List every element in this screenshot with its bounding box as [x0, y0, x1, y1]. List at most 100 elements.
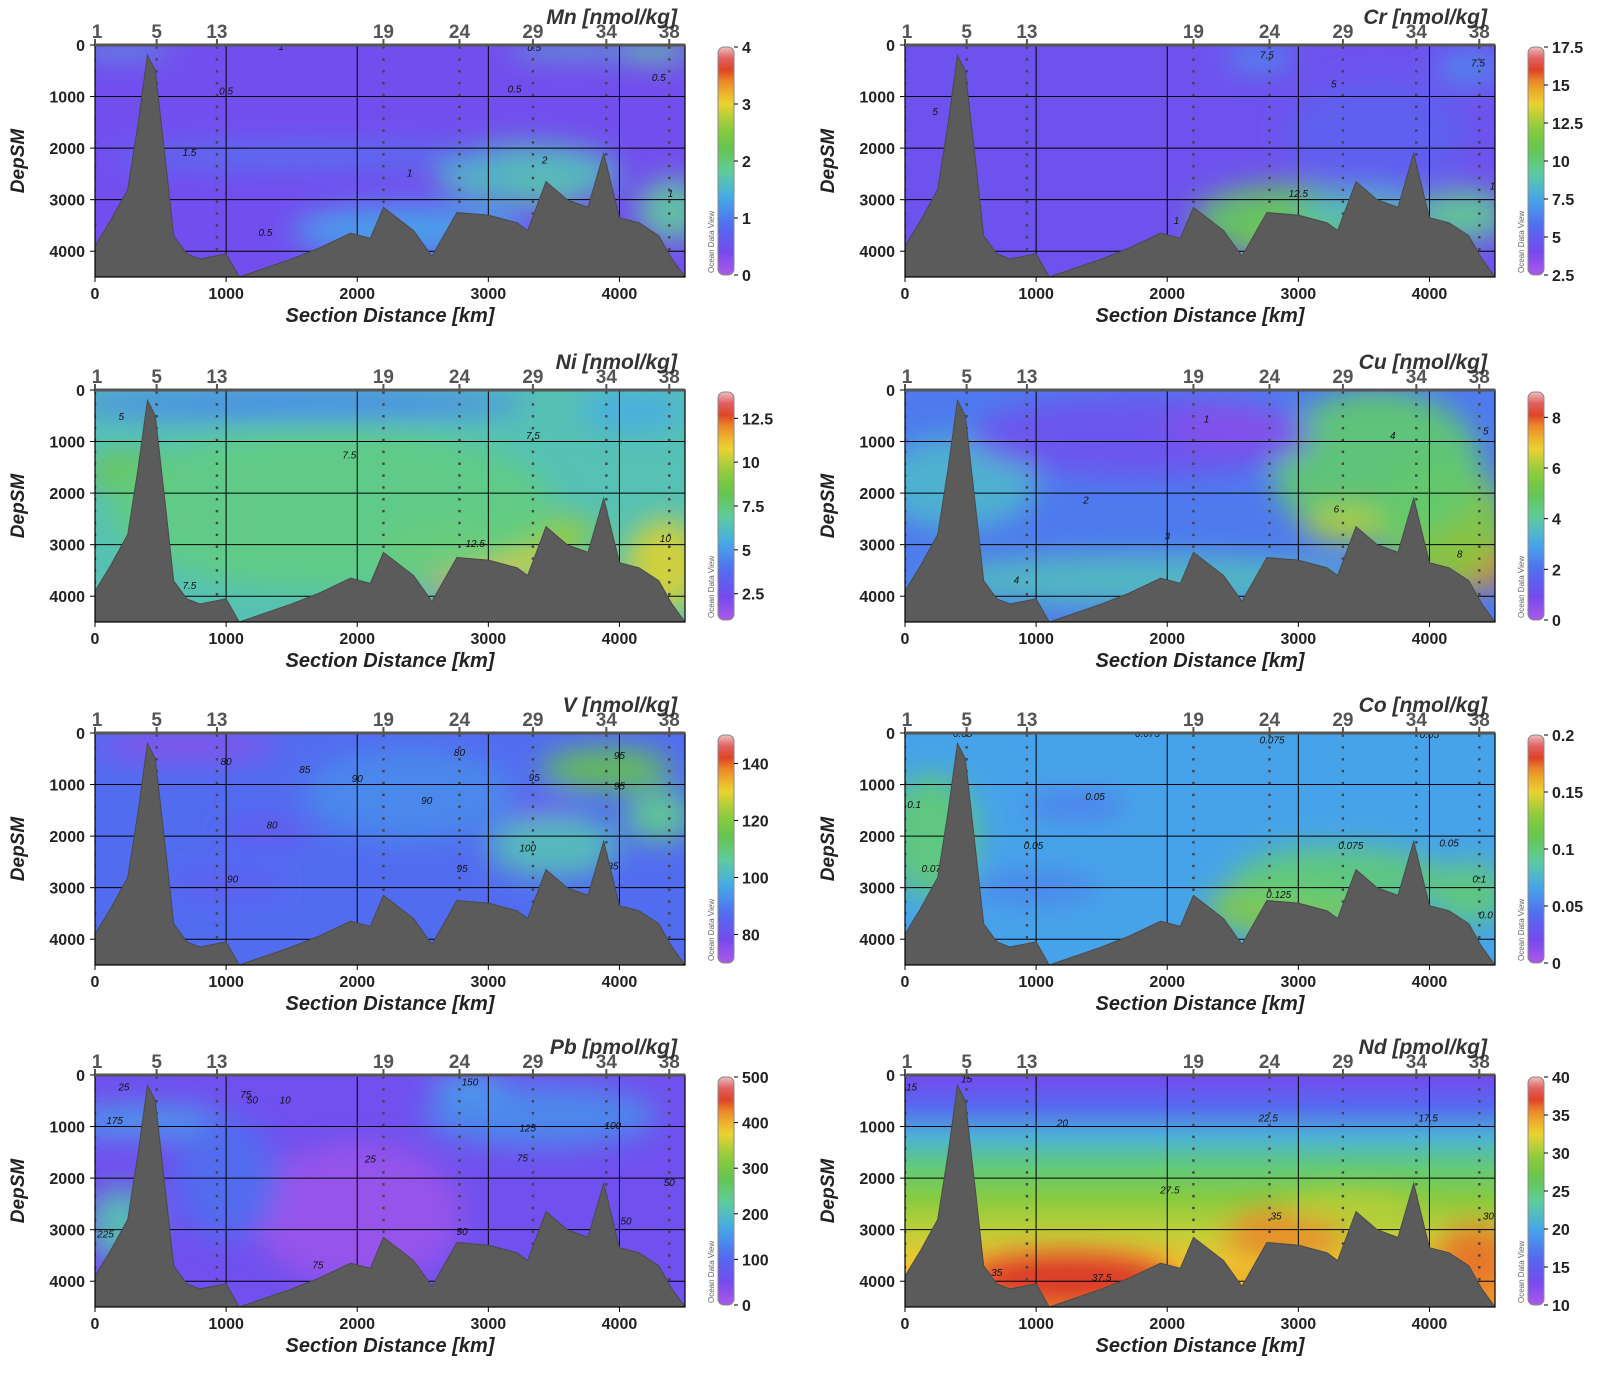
sample-point — [458, 509, 461, 513]
sample-point — [1415, 391, 1418, 394]
x-axis-label: Section Distance [km] — [286, 1335, 496, 1357]
sample-point — [605, 105, 608, 109]
field-anomaly — [1285, 81, 1469, 185]
sample-point — [215, 1159, 219, 1162]
contour-label: 0.075 — [1260, 735, 1285, 746]
sample-point — [531, 200, 535, 203]
contour-label: 4 — [1014, 575, 1020, 586]
chart-v: 80 85 90 80 90 95 95 95 80 90 100 95 85 1 5 13 19 24 29 34 3… — [8, 694, 769, 1015]
sample-point — [1478, 141, 1481, 144]
sample-point — [605, 426, 608, 430]
sample-point — [215, 58, 219, 61]
sample-point — [668, 592, 671, 596]
y-tick-label: 0 — [76, 38, 85, 55]
sample-point — [1025, 200, 1029, 203]
sample-point — [1478, 46, 1481, 49]
sample-point — [531, 474, 535, 477]
sample-point — [668, 746, 671, 749]
field-anomaly — [637, 179, 685, 241]
sample-point — [458, 1183, 461, 1186]
sample-point — [382, 769, 385, 773]
sample-point — [668, 391, 671, 394]
sample-point — [1192, 1088, 1195, 1091]
sample-point — [1025, 805, 1029, 808]
colorbar-tick-label: 40 — [1552, 1070, 1570, 1087]
sample-point — [95, 734, 97, 737]
sample-point — [1478, 247, 1481, 251]
sample-point — [1192, 1194, 1195, 1198]
contour-label: 80 — [454, 748, 466, 759]
sample-point — [95, 557, 97, 560]
x-tick-label: 2000 — [339, 286, 375, 303]
contour-label: 2 — [1082, 495, 1089, 506]
sample-point — [1478, 176, 1481, 180]
sample-point — [1478, 592, 1481, 596]
field-anomaly — [1226, 45, 1292, 71]
y-tick-label: 0 — [76, 1068, 85, 1085]
plot-area: 80 85 90 80 90 95 95 95 80 90 100 95 85 — [95, 733, 685, 965]
x-tick-label: 0 — [91, 974, 100, 991]
watermark: Ocean Data View — [707, 556, 716, 618]
sample-point — [1192, 1183, 1195, 1186]
y-tick-label: 4000 — [859, 1274, 895, 1291]
sample-point — [1025, 1135, 1029, 1139]
sample-point — [1341, 1218, 1345, 1222]
field-anomaly — [108, 145, 502, 167]
sample-point — [605, 1076, 608, 1079]
sample-point — [458, 521, 461, 525]
sample-point — [668, 1147, 671, 1150]
sample-point — [215, 236, 219, 239]
station-label: 5 — [151, 22, 162, 43]
sample-point — [1025, 462, 1029, 465]
colorbar-tick-label: 0.05 — [1552, 899, 1583, 916]
contour-labels: 1 0.5 0.5 0.5 1 1 2 1.5 0.5 0.5 — [182, 42, 673, 239]
field-anomaly — [422, 1085, 659, 1148]
x-tick-label: 0 — [901, 286, 910, 303]
sample-point — [215, 1254, 219, 1257]
sample-point — [905, 876, 907, 880]
sample-point — [1341, 188, 1345, 192]
sample-point — [1268, 1111, 1271, 1115]
sample-point — [1415, 46, 1418, 49]
sample-point — [668, 129, 671, 132]
station-label: 24 — [1259, 22, 1281, 43]
sample-point — [382, 841, 385, 844]
contour-label: 1 — [278, 42, 284, 53]
sample-point — [668, 545, 671, 548]
colorbar-tick-label: 10 — [1552, 1298, 1570, 1315]
sample-point — [215, 403, 219, 406]
y-tick-label: 4000 — [49, 244, 85, 261]
sample-point — [215, 1206, 219, 1210]
sample-point — [1268, 805, 1271, 808]
sample-point — [1341, 746, 1345, 749]
sample-point — [1268, 438, 1271, 442]
sample-point — [95, 1206, 97, 1210]
sample-point — [668, 557, 671, 560]
station-label: 13 — [1016, 367, 1037, 388]
field-anomaly — [540, 748, 672, 790]
sample-point — [382, 1183, 385, 1186]
sample-point — [215, 1230, 219, 1233]
station-label: 19 — [1183, 22, 1204, 43]
sample-point — [1415, 117, 1418, 120]
sample-point — [1025, 129, 1029, 132]
sample-point — [1192, 545, 1195, 548]
sample-point — [155, 746, 158, 749]
colorbar-tick-label: 100 — [742, 871, 769, 888]
sample-point — [668, 1277, 671, 1281]
station-label: 13 — [206, 22, 227, 43]
sample-point — [95, 188, 97, 192]
sample-point — [1268, 1123, 1271, 1127]
sample-point — [1478, 924, 1481, 927]
sample-point — [1268, 852, 1271, 856]
chart-title: V [nmol/kg] — [563, 694, 678, 717]
sample-point — [905, 46, 907, 49]
sample-point — [382, 391, 385, 394]
sample-point — [1415, 1076, 1418, 1079]
sample-point — [1025, 817, 1029, 820]
y-tick-label: 2000 — [859, 486, 895, 503]
sample-point — [668, 164, 671, 168]
sample-point — [1025, 1100, 1029, 1103]
sample-point — [1268, 188, 1271, 192]
